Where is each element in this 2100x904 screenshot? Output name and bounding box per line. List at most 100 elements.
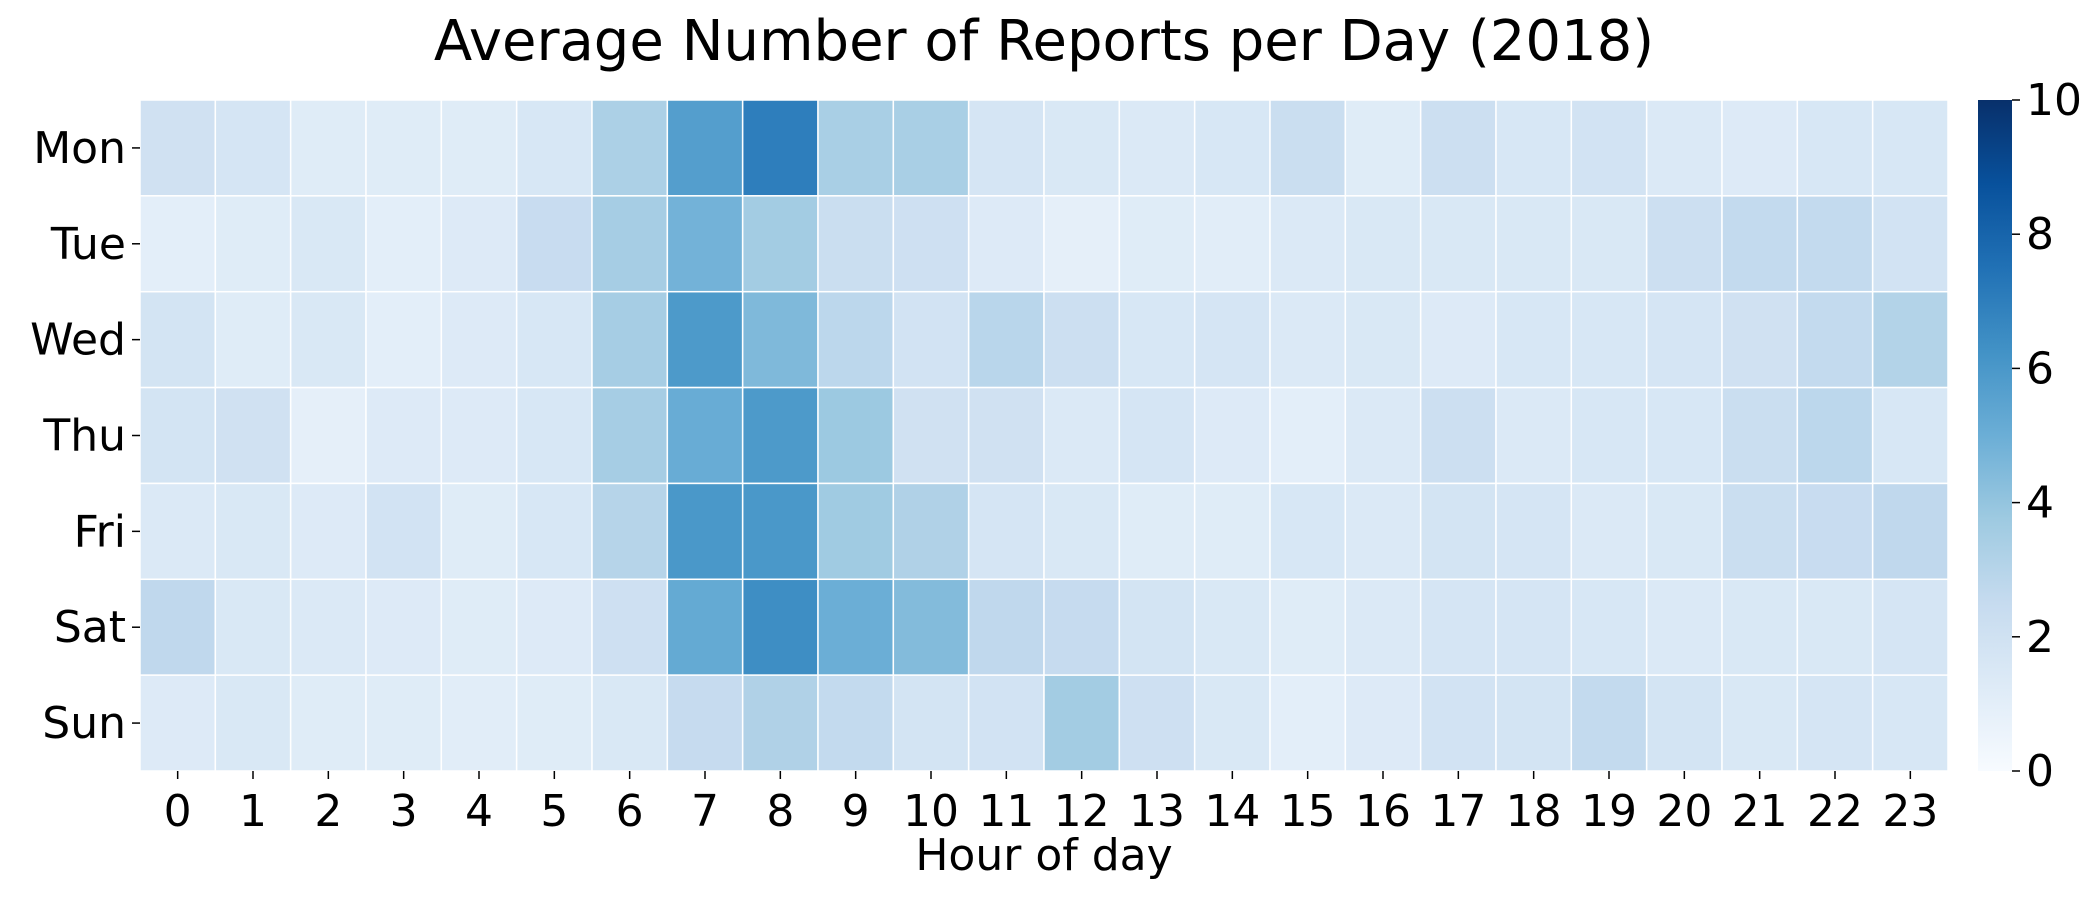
heatmap-cell <box>1495 674 1573 772</box>
heatmap-cell <box>892 674 970 772</box>
heatmap-cell <box>1796 482 1874 581</box>
heatmap-cell <box>1193 386 1271 485</box>
heatmap-cell <box>1645 386 1723 485</box>
heatmap-cell <box>1871 386 1949 485</box>
heatmap-cell <box>967 290 1045 389</box>
heatmap-cell <box>289 290 367 389</box>
heatmap-cell <box>1269 195 1347 293</box>
heatmap-cell <box>214 290 292 389</box>
heatmap-cell <box>967 578 1045 676</box>
heatmap-cell <box>515 482 593 581</box>
heatmap-cell <box>1344 290 1422 389</box>
heatmap-cell <box>1118 674 1196 772</box>
heatmap-cell <box>1043 578 1121 676</box>
heatmap-cell <box>1269 482 1347 581</box>
heatmap-cell <box>741 290 819 389</box>
heatmap-cell <box>1796 99 1874 197</box>
colorbar-tick-label: 6 <box>2026 343 2054 394</box>
x-tick-label: 4 <box>465 786 493 837</box>
heatmap-cell <box>1570 386 1648 485</box>
heatmap-cell <box>1269 99 1347 197</box>
heatmap-cell <box>1871 290 1949 389</box>
heatmap-cell <box>1344 99 1422 197</box>
colorbar-tick-label: 2 <box>2026 612 2054 663</box>
heatmap-cell <box>1269 674 1347 772</box>
heatmap-cell <box>365 290 443 389</box>
y-tick-label: Thu <box>42 411 126 462</box>
x-axis-ticks: 0 1 2 3 4 5 6 7 8 9 10 11 12 13 14 15 16 17 18 19 20 21 22 23 <box>164 771 1938 837</box>
heatmap-cell <box>1871 674 1949 772</box>
heatmap-cell <box>666 386 744 485</box>
x-tick-label: 10 <box>903 786 959 837</box>
x-tick-label: 7 <box>691 786 719 837</box>
colorbar-tick-label: 10 <box>2026 75 2082 126</box>
x-tick-label: 1 <box>239 786 267 837</box>
heatmap-cell <box>1570 674 1648 772</box>
heatmap-cell <box>817 195 895 293</box>
heatmap-cell <box>1043 674 1121 772</box>
heatmap-cell <box>365 578 443 676</box>
x-tick-label: 15 <box>1280 786 1336 837</box>
heatmap-cell <box>892 482 970 581</box>
heatmap-cell <box>1419 290 1497 389</box>
x-tick-label: 16 <box>1355 786 1411 837</box>
heatmap-cell <box>1118 578 1196 676</box>
heatmap-cells <box>139 99 1949 772</box>
heatmap-cell <box>892 195 970 293</box>
heatmap-cell <box>591 674 669 772</box>
y-tick-label: Sun <box>42 698 126 749</box>
colorbar-gradient <box>1978 100 2012 771</box>
heatmap-cell <box>1796 578 1874 676</box>
colorbar-tick-label: 8 <box>2026 209 2054 260</box>
heatmap-cell <box>1645 195 1723 293</box>
x-tick-label: 6 <box>616 786 644 837</box>
heatmap-cell <box>139 99 217 197</box>
heatmap-cell <box>214 674 292 772</box>
heatmap-cell <box>1043 195 1121 293</box>
heatmap-cell <box>365 99 443 197</box>
heatmap-cell <box>1269 386 1347 485</box>
heatmap-cell <box>1043 386 1121 485</box>
heatmap-cell <box>741 578 819 676</box>
heatmap-cell <box>1043 99 1121 197</box>
heatmap-cell <box>1419 99 1497 197</box>
heatmap-cell <box>741 386 819 485</box>
x-tick-label: 11 <box>978 786 1034 837</box>
heatmap-cell <box>1721 290 1799 389</box>
y-tick-label: Wed <box>30 315 126 366</box>
heatmap-cell <box>515 195 593 293</box>
heatmap-cell <box>1871 578 1949 676</box>
y-axis-ticks: Mon Tue Wed Thu Fri Sat Sun <box>30 123 140 749</box>
heatmap-cell <box>591 482 669 581</box>
x-tick-label: 2 <box>314 786 342 837</box>
heatmap-cell <box>1645 290 1723 389</box>
heatmap-cell <box>1419 674 1497 772</box>
heatmap-cell <box>1193 290 1271 389</box>
heatmap-cell <box>440 99 518 197</box>
heatmap-cell <box>1419 482 1497 581</box>
heatmap-cell <box>666 482 744 581</box>
heatmap-cell <box>515 386 593 485</box>
x-tick-label: 21 <box>1732 786 1788 837</box>
heatmap-cell <box>1118 386 1196 485</box>
heatmap-cell <box>591 195 669 293</box>
heatmap-cell <box>1495 290 1573 389</box>
x-tick-label: 20 <box>1656 786 1712 837</box>
heatmap-cell <box>1871 195 1949 293</box>
heatmap-cell <box>214 386 292 485</box>
heatmap-cell <box>365 195 443 293</box>
heatmap-cell <box>591 386 669 485</box>
heatmap-cell <box>289 195 367 293</box>
heatmap-cell <box>892 99 970 197</box>
heatmap-cell <box>1796 674 1874 772</box>
heatmap-cell <box>515 674 593 772</box>
heatmap-cell <box>892 290 970 389</box>
y-tick-label: Tue <box>50 219 126 270</box>
heatmap-cell <box>1495 386 1573 485</box>
heatmap-cell <box>1118 99 1196 197</box>
heatmap-cell <box>1796 195 1874 293</box>
heatmap-cell <box>817 386 895 485</box>
heatmap-cell <box>591 290 669 389</box>
heatmap-cell <box>1043 290 1121 389</box>
